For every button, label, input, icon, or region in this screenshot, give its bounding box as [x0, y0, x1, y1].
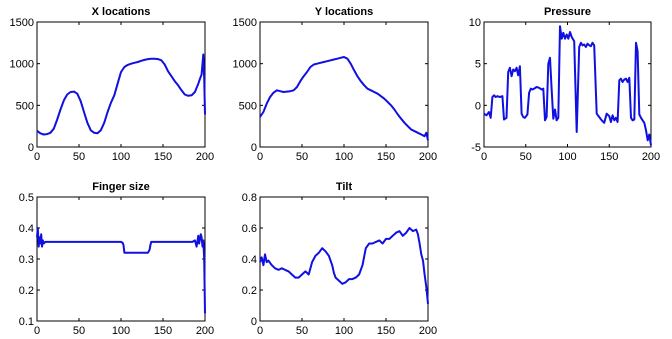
y-tick-label: 1500 — [10, 17, 34, 29]
y-tick-label: 0.4 — [242, 254, 257, 266]
y-tick-label: 0.2 — [242, 285, 257, 297]
x-tick-label: 150 — [154, 325, 172, 337]
x-tick-label: 0 — [34, 151, 40, 163]
x-tick-label: 50 — [73, 325, 85, 337]
axes-frame — [259, 21, 429, 148]
chart-panel-2: Y locations 0 50 100 150 200 0 500 1000 1500 — [233, 6, 438, 163]
x-tick-label: 50 — [520, 151, 532, 163]
y-tick-label: 1000 — [10, 59, 34, 71]
y-tick-label: 0.8 — [242, 192, 257, 204]
y-tick-label: 5 — [475, 59, 481, 71]
series-line — [36, 53, 206, 136]
axes-frame — [36, 21, 206, 148]
series-line — [483, 25, 652, 146]
x-tick-label: 100 — [335, 325, 353, 337]
y-tick-label: 0.2 — [19, 285, 34, 297]
y-tick-label: 0.4 — [19, 223, 34, 235]
y-tick-label: 0 — [251, 316, 257, 328]
y-tick-label: 0.6 — [242, 223, 257, 235]
series-line — [259, 56, 429, 141]
y-tick-label: 0 — [28, 142, 34, 154]
x-tick-label: 200 — [642, 151, 660, 163]
x-tick-label: 150 — [154, 151, 172, 163]
x-tick-label: 0 — [257, 325, 263, 337]
y-tick-label: 0.5 — [19, 192, 34, 204]
y-tick-label: 0.1 — [19, 316, 34, 328]
x-tick-label: 100 — [112, 325, 130, 337]
chart-title: Pressure — [544, 6, 591, 18]
x-tick-label: 200 — [419, 151, 437, 163]
y-tick-label: 0 — [475, 100, 481, 112]
chart-panel-1: X locations 0 50 100 150 200 0 500 1000 1500 — [10, 6, 215, 163]
y-tick-label: 500 — [239, 100, 257, 112]
y-tick-label: 0 — [251, 142, 257, 154]
chart-panel-4: Finger size 0 50 100 150 200 0.1 0.2 0.3 0.4 0.5 — [19, 181, 214, 337]
chart-title: Y locations — [315, 6, 373, 18]
y-tick-label: -5 — [471, 142, 481, 154]
x-tick-label: 0 — [481, 151, 487, 163]
x-tick-label: 100 — [112, 151, 130, 163]
y-tick-label: 10 — [469, 17, 481, 29]
x-tick-label: 200 — [196, 151, 214, 163]
chart-panel-5: Tilt 0 50 100 150 200 0 0.2 0.4 0.6 0.8 — [242, 181, 437, 337]
y-tick-label: 500 — [16, 100, 34, 112]
x-tick-label: 100 — [335, 151, 353, 163]
series-line — [36, 227, 206, 314]
x-tick-label: 0 — [257, 151, 263, 163]
x-tick-label: 50 — [73, 151, 85, 163]
x-tick-label: 150 — [600, 151, 618, 163]
x-tick-label: 150 — [377, 151, 395, 163]
chart-title: X locations — [92, 6, 151, 18]
y-tick-label: 1500 — [233, 17, 257, 29]
x-tick-label: 100 — [558, 151, 576, 163]
y-tick-label: 0.3 — [19, 254, 34, 266]
x-tick-label: 150 — [377, 325, 395, 337]
axes-frame — [483, 21, 652, 148]
x-tick-label: 0 — [34, 325, 40, 337]
y-tick-label: 1000 — [233, 59, 257, 71]
chart-title: Tilt — [336, 181, 353, 193]
axes-frame — [36, 196, 206, 322]
x-tick-label: 200 — [196, 325, 214, 337]
x-tick-label: 50 — [296, 325, 308, 337]
axes-frame — [259, 196, 429, 322]
x-tick-label: 200 — [419, 325, 437, 337]
x-tick-label: 50 — [296, 151, 308, 163]
chart-title: Finger size — [92, 181, 149, 193]
series-line — [259, 227, 429, 304]
